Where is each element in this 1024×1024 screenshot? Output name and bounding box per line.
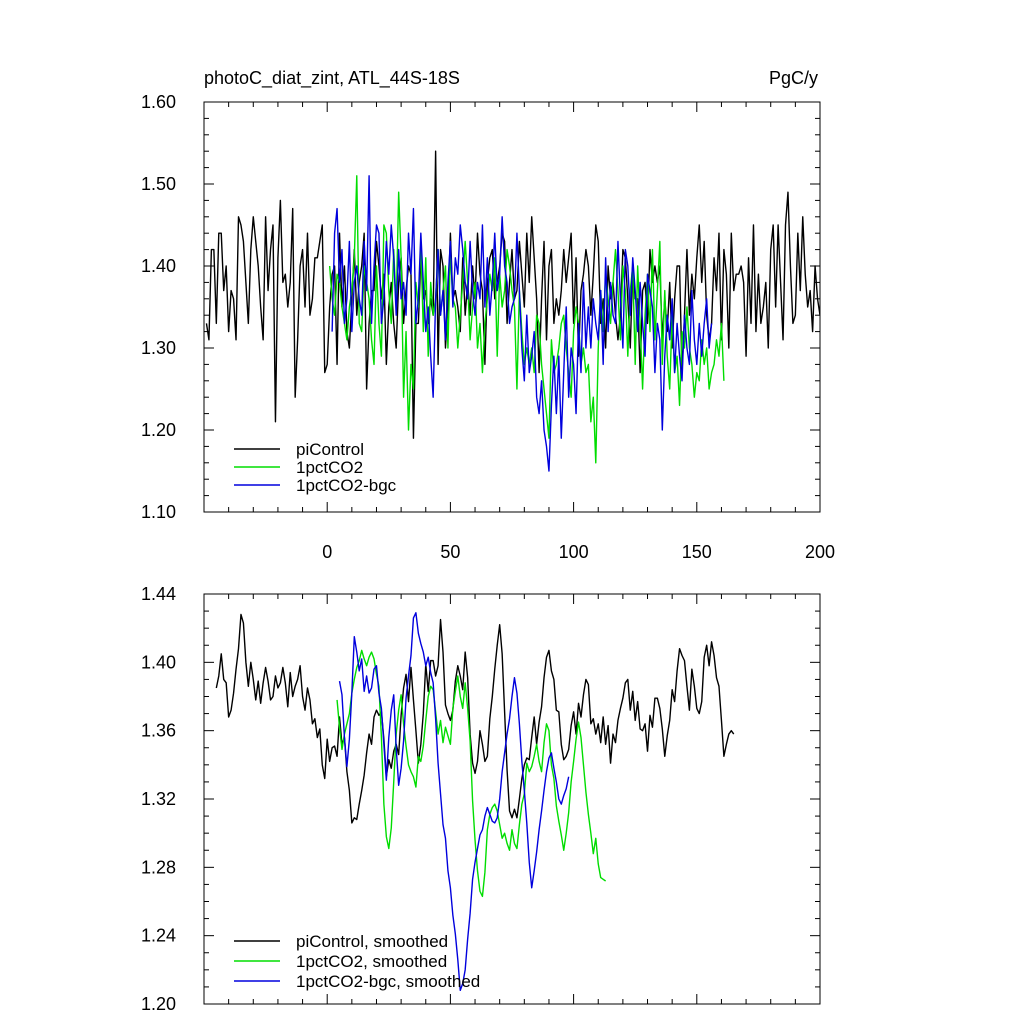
series-line-0 (215, 613, 735, 824)
y-tick-label: 1.30 (141, 338, 176, 358)
series-line-2 (338, 612, 570, 992)
legend-label: 1pctCO2 (296, 458, 363, 477)
y-tick-label: 1.40 (141, 652, 176, 672)
legend-label: 1pctCO2-bgc (296, 476, 397, 495)
y-tick-label: 1.60 (141, 92, 176, 112)
y-tick-label: 1.24 (141, 926, 176, 946)
bottom-panel: 1.20 1.24 1.28 1.32 1.36 1.40 1.44 piControl, s… (141, 584, 821, 1014)
legend-label: 1pctCO2, smoothed (296, 952, 447, 971)
series-line-2 (331, 175, 713, 472)
y-tick-label: 1.28 (141, 857, 176, 877)
legend-label: piControl, smoothed (296, 932, 448, 951)
y-tick-label: 1.20 (141, 994, 176, 1014)
top-panel: 0 50 100 150 200 1.10 1.20 1.30 1.40 1.50 1.60 phot… (141, 68, 835, 562)
series-line-1 (336, 649, 607, 898)
y-tick-label: 1.40 (141, 256, 176, 276)
legend-label: 1pctCO2-bgc, smoothed (296, 972, 480, 991)
y-tick-label: 1.10 (141, 502, 176, 522)
x-tick-label: 150 (682, 542, 712, 562)
units-label: PgC/y (769, 68, 818, 88)
chart-title: photoC_diat_zint, ATL_44S-18S (204, 68, 460, 89)
y-tick-label: 1.50 (141, 174, 176, 194)
y-tick-label: 1.20 (141, 420, 176, 440)
series-line-0 (205, 150, 820, 439)
y-tick-label: 1.36 (141, 721, 176, 741)
x-tick-label: 50 (440, 542, 460, 562)
y-tick-label: 1.32 (141, 789, 176, 809)
x-tick-label: 100 (559, 542, 589, 562)
legend-label: piControl (296, 440, 364, 459)
y-tick-label: 1.44 (141, 584, 176, 604)
x-tick-label: 0 (322, 542, 332, 562)
x-tick-label: 200 (805, 542, 835, 562)
